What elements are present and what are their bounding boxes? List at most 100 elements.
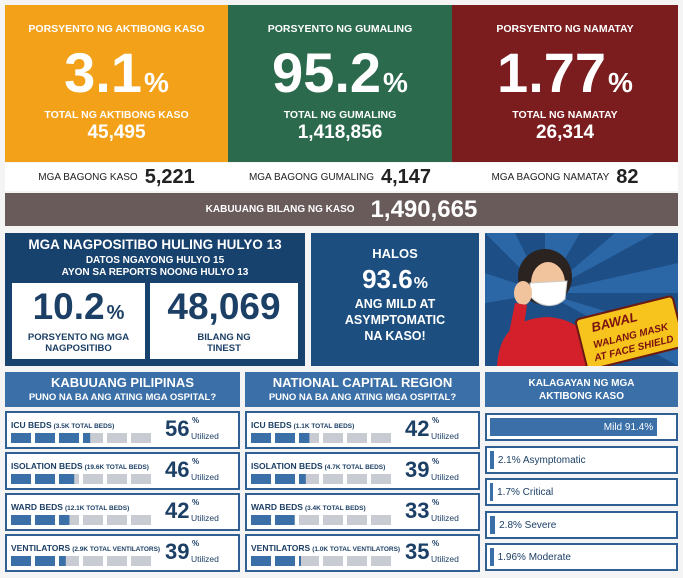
status-label: 2.8% Severe xyxy=(499,519,557,531)
status-bar xyxy=(490,450,494,469)
icon-filled xyxy=(59,433,79,443)
hospital-header: NATIONAL CAPITAL REGION PUNO NA BA ANG AT… xyxy=(245,372,480,407)
row-name: ISOLATION BEDS xyxy=(251,461,323,471)
new-value: 82 xyxy=(616,165,639,188)
stat-label: BILANG NG xyxy=(197,332,251,343)
row-unit: % xyxy=(192,457,200,466)
summary-value: 3.1 xyxy=(64,41,142,104)
row-name: VENTILATORS xyxy=(251,543,311,553)
status-row: 1.7% Critical xyxy=(485,478,678,506)
status-row: 2.8% Severe xyxy=(485,510,678,539)
icon-empty xyxy=(107,433,127,443)
summary-total-label: TOTAL NG NAMATAY xyxy=(512,109,618,121)
status-row: 1.96% Moderate xyxy=(485,543,678,571)
icon-empty xyxy=(107,515,127,525)
icon-empty xyxy=(347,515,367,525)
row-value: 46 xyxy=(165,457,190,482)
utilization-icons xyxy=(251,556,391,566)
icon-empty xyxy=(107,474,127,484)
new-cases: MGA BAGONG GUMALING 4,147 xyxy=(228,163,452,191)
icon-filled xyxy=(275,556,295,566)
row-capacity: (12.1K TOTAL BEDS) xyxy=(64,505,130,512)
sign-board xyxy=(575,295,678,366)
row-capacity: (1.1K TOTAL BEDS) xyxy=(293,423,355,430)
row-name: ICU BEDS xyxy=(251,420,292,430)
positivity-title: MGA NAGPOSITIBO HULING HULYO 13 xyxy=(28,237,282,252)
icon-filled xyxy=(59,515,70,525)
hospital-region: KABUUANG PILIPINAS xyxy=(50,375,194,390)
status-row: Mild 91.4% xyxy=(485,413,678,441)
mild-text: ANG MILD AT xyxy=(354,297,436,311)
new-label: MGA BAGONG NAMATAY xyxy=(491,171,610,183)
icon-empty xyxy=(83,474,103,484)
new-value: 5,221 xyxy=(144,165,195,188)
grand-total: KABUUANG BILANG NG KASO 1,490,665 xyxy=(5,193,678,226)
icon-empty xyxy=(371,474,391,484)
mild-lead: HALOS xyxy=(372,246,418,261)
icon-empty xyxy=(131,556,151,566)
utilization-row: ISOLATION BEDS (19.6K TOTAL BEDS) 46% Utili… xyxy=(5,452,240,490)
icon-empty xyxy=(131,515,151,525)
icon-empty xyxy=(323,433,343,443)
row-title: ICU BEDS (1.1K TOTAL BEDS) xyxy=(251,415,354,433)
row-name: WARD BEDS xyxy=(251,502,303,512)
icon-filled xyxy=(251,515,271,525)
summary-label: PORSYENTO NG NAMATAY xyxy=(496,23,634,35)
icon-filled xyxy=(299,474,306,484)
row-capacity: (2.9K TOTAL VENTILATORS) xyxy=(72,546,161,553)
row-value: 39 xyxy=(405,457,430,482)
row-note: Utilized xyxy=(431,431,459,441)
row-note: Utilized xyxy=(191,554,219,564)
stat-value-line: 48,069 xyxy=(150,285,298,337)
status-header: KALAGAYAN NG MGA AKTIBONG KASO xyxy=(485,372,678,407)
row-capacity: (19.6K TOTAL BEDS) xyxy=(84,464,149,471)
icon-empty xyxy=(131,474,151,484)
icon-empty xyxy=(131,433,151,443)
icon-empty xyxy=(323,474,343,484)
icon-empty xyxy=(59,556,79,566)
hospital-question: PUNO NA BA ANG ATING MGA OSPITAL? xyxy=(28,392,217,403)
summary-value-line: 1.77% xyxy=(452,41,678,120)
status-label: 2.1% Asymptomatic xyxy=(497,454,586,466)
utilization-icons xyxy=(11,433,151,443)
mask-illustration: BAWAL WALANG MASK AT FACE SHIELD xyxy=(485,233,678,366)
mild-value: 93.6 xyxy=(362,264,413,294)
summary-total: 1,418,856 xyxy=(297,122,383,143)
hospital-question: PUNO NA BA ANG ATING MGA OSPITAL? xyxy=(268,392,457,403)
status-bar xyxy=(490,515,496,534)
summary-box: PORSYENTO NG NAMATAY 1.77% TOTAL NG NAMATA… xyxy=(452,5,678,162)
row-title: ISOLATION BEDS (19.6K TOTAL BEDS) xyxy=(11,456,149,474)
icon-filled xyxy=(275,515,295,525)
positivity-subtitle: DATOS NGAYONG HULYO 15 xyxy=(85,255,225,266)
row-unit: % xyxy=(192,416,200,425)
summary-total-label: TOTAL NG GUMALING xyxy=(283,109,397,121)
icon-empty xyxy=(83,515,103,525)
row-unit: % xyxy=(192,539,200,548)
icon-empty xyxy=(323,515,343,525)
utilization-row: WARD BEDS (12.1K TOTAL BEDS) 42% Utilized xyxy=(5,493,240,531)
icon-filled xyxy=(251,433,271,443)
status-bar xyxy=(490,483,494,501)
icon-empty xyxy=(371,433,391,443)
summary-total: 45,495 xyxy=(87,122,146,143)
icon-empty xyxy=(299,474,319,484)
positivity-box: MGA NAGPOSITIBO HULING HULYO 13 DATOS NGA… xyxy=(5,233,305,366)
row-note: Utilized xyxy=(431,472,459,482)
icon-filled xyxy=(35,433,55,443)
face-mask xyxy=(529,280,568,306)
icon-filled xyxy=(11,515,31,525)
summary-box: PORSYENTO NG GUMALING 95.2% TOTAL NG GUMAL… xyxy=(228,5,452,162)
icon-empty xyxy=(299,556,319,566)
status-title: AKTIBONG KASO xyxy=(539,391,624,402)
row-capacity: (1.0K TOTAL VENTILATORS) xyxy=(312,546,401,553)
grand-total-label: KABUUANG BILANG NG KASO xyxy=(205,204,355,215)
summary-total: 26,314 xyxy=(535,122,595,143)
row-title: ISOLATION BEDS (4.7K TOTAL BEDS) xyxy=(251,456,385,474)
summary-unit: % xyxy=(143,67,169,98)
status-label: 1.7% Critical xyxy=(497,487,554,498)
summary-total-label: TOTAL NG AKTIBONG KASO xyxy=(44,109,189,121)
status-label: 1.96% Moderate xyxy=(497,552,571,563)
utilization-row: VENTILATORS (1.0K TOTAL VENTILATORS) 35% Ut… xyxy=(245,534,480,572)
summary-box: PORSYENTO NG AKTIBONG KASO 3.1% TOTAL NG A… xyxy=(5,5,228,162)
row-name: VENTILATORS xyxy=(11,543,71,553)
